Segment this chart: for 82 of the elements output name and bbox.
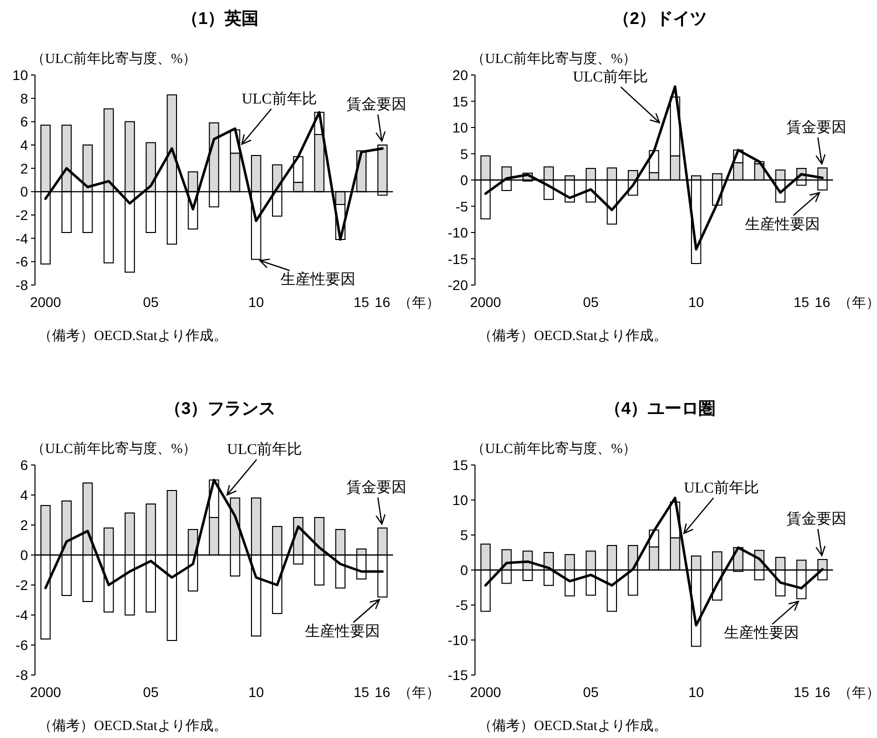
- x-tick-label: 10: [248, 684, 264, 700]
- annotation: 生産性要因: [744, 216, 820, 233]
- y-tick-label: 10: [452, 120, 468, 136]
- y-tick-label: -5: [456, 597, 468, 613]
- y-tick-label: 15: [452, 93, 468, 110]
- y-tick-label: 0: [20, 184, 28, 200]
- y-tick-label: 4: [20, 487, 28, 503]
- y-tick-label: -5: [456, 198, 468, 214]
- x-tick-label: 10: [248, 294, 264, 310]
- y-axis-title: （ULC前年比寄与度、%）: [31, 441, 197, 457]
- y-tick-label: 2: [20, 517, 28, 533]
- text: （備考）OECD.Statより作成。: [38, 718, 228, 734]
- x-tick-label: 15: [794, 684, 810, 700]
- x-tick-label: 2000: [470, 684, 502, 700]
- annotation: 生産性要因: [724, 624, 799, 642]
- annotation: ULC前年比: [227, 441, 302, 458]
- y-axis-title: （ULC前年比寄与度、%）: [471, 51, 637, 67]
- x-tick-label: 10: [688, 294, 704, 310]
- y-tick-label: 8: [20, 90, 28, 106]
- x-tick-label: 2000: [470, 294, 502, 310]
- x-tick-label: 15: [354, 684, 370, 700]
- annotation: ULC前年比: [572, 68, 648, 86]
- y-tick-label: -15: [448, 250, 468, 267]
- x-tick-label: 2000: [30, 684, 62, 700]
- y-tick-label: 20: [452, 67, 468, 83]
- annotation: 賃金要因: [786, 118, 846, 136]
- annotation: 生産性要因: [280, 271, 356, 288]
- annotation: ULC前年比: [242, 90, 317, 108]
- chart-title: （1）英国: [181, 9, 259, 28]
- y-tick-label: 5: [460, 146, 468, 162]
- y-tick-label: -6: [16, 254, 28, 270]
- y-axis-title: （ULC前年比寄与度、%）: [471, 441, 637, 457]
- y-axis-title: （ULC前年比寄与度、%）: [31, 51, 197, 67]
- y-tick-label: 0: [460, 172, 468, 188]
- annotation: 賃金要因: [346, 479, 406, 496]
- y-tick-label: -10: [448, 224, 468, 240]
- y-tick-label: -6: [16, 637, 28, 653]
- text: （備考）OECD.Statより作成。: [478, 328, 668, 344]
- x-tick-label: 16: [374, 294, 390, 310]
- y-tick-label: 2: [20, 160, 28, 176]
- chart-title: （2）ドイツ: [612, 9, 708, 28]
- x-tick-label: 16: [814, 294, 830, 310]
- x-tick-label: 15: [354, 294, 370, 310]
- chart-title: （3）フランス: [164, 399, 276, 418]
- y-tick-label: -4: [16, 230, 28, 246]
- y-tick-label: 5: [460, 527, 468, 543]
- x-tick-label: 05: [143, 294, 159, 310]
- annotation: 賃金要因: [786, 510, 846, 528]
- y-tick-label: 4: [20, 137, 28, 153]
- y-tick-label: -8: [16, 277, 28, 293]
- annotation: 賃金要因: [346, 96, 406, 113]
- annotation: ULC前年比: [684, 479, 759, 496]
- y-tick-label: 15: [452, 457, 468, 473]
- y-tick-label: -10: [448, 632, 468, 648]
- y-tick-label: -2: [16, 577, 28, 593]
- x-tick-label: 10: [688, 684, 704, 700]
- x-tick-label: 05: [143, 684, 159, 700]
- x-tick-label: 16: [814, 684, 830, 700]
- text: （備考）OECD.Statより作成。: [478, 718, 668, 734]
- y-tick-label: 6: [20, 114, 28, 130]
- text: （備考）OECD.Statより作成。: [38, 328, 228, 344]
- y-tick-label: 0: [20, 547, 28, 563]
- x-tick-label: 2000: [30, 294, 62, 310]
- x-tick-label: 05: [583, 294, 599, 310]
- y-tick-label: 10: [452, 492, 468, 508]
- y-tick-label: -15: [448, 667, 468, 683]
- y-tick-label: 0: [460, 562, 468, 578]
- x-axis-title: （年）: [398, 684, 440, 700]
- x-axis-title: （年）: [398, 294, 440, 310]
- x-tick-label: 05: [583, 684, 599, 700]
- y-tick-label: 10: [12, 67, 28, 83]
- annotation: 生産性要因: [304, 623, 380, 640]
- chart-title: （4）ユーロ圏: [604, 399, 716, 418]
- y-tick-label: -4: [16, 607, 28, 623]
- x-tick-label: 16: [374, 684, 390, 700]
- y-tick-label: -2: [16, 207, 28, 223]
- x-tick-label: 15: [794, 294, 810, 310]
- y-tick-label: -20: [448, 277, 468, 293]
- x-axis-title: （年）: [838, 684, 877, 700]
- x-axis-title: （年）: [838, 294, 877, 310]
- y-tick-label: -8: [16, 667, 28, 683]
- y-tick-label: 6: [20, 457, 28, 473]
